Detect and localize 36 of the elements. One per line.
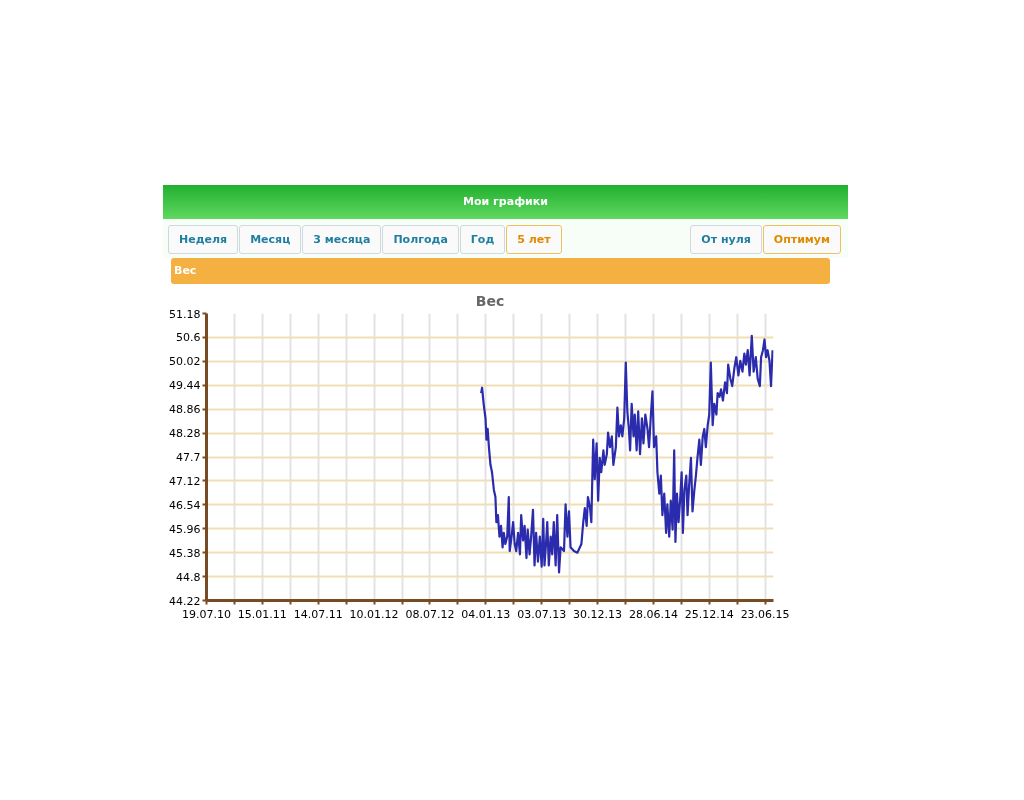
y-tick-label: 44.22 <box>169 594 201 608</box>
x-tick-label: 15.01.11 <box>237 607 287 621</box>
text: Полгода <box>382 224 459 255</box>
x-tick-label: 28.06.14 <box>628 607 678 621</box>
x-tick-label: 10.01.12 <box>349 607 399 621</box>
text: От нуля <box>690 224 762 255</box>
line-series <box>480 334 774 574</box>
y-tick-label: 46.54 <box>169 498 201 512</box>
x-tick-label: 08.07.12 <box>405 607 455 621</box>
y-tick-label: 47.12 <box>169 474 201 488</box>
y-tick-label: 50.6 <box>176 331 201 345</box>
text: Месяц <box>239 224 302 255</box>
y-tick-label: 50.02 <box>169 355 201 369</box>
x-tick-label: 03.07.13 <box>517 607 567 621</box>
y-tick-label: 48.28 <box>169 427 201 441</box>
y-tick-label: 49.44 <box>169 379 201 393</box>
text: Вес <box>171 258 830 285</box>
y-tick-label: 48.86 <box>169 403 201 417</box>
text: Год <box>459 224 506 255</box>
y-tick-label: 45.38 <box>169 546 201 560</box>
x-tick-label: 19.07.10 <box>182 607 231 621</box>
x-tick-label: 30.12.13 <box>573 607 623 621</box>
x-tick-label: 14.07.11 <box>293 607 343 621</box>
text: 3 месяца <box>302 224 382 255</box>
x-tick-label: 25.12.14 <box>684 607 734 621</box>
y-tick-label: 45.96 <box>169 522 201 536</box>
x-tick-label: 04.01.13 <box>461 607 511 621</box>
y-tick-label: 47.7 <box>176 451 201 464</box>
text: Мои графики <box>163 185 848 219</box>
y-tick-label: 44.8 <box>176 570 201 584</box>
text: Неделя <box>168 224 239 255</box>
text: 5 лет <box>506 224 562 255</box>
x-tick-label: 23.06.15 <box>740 607 790 621</box>
text: Оптимум <box>762 224 841 255</box>
chart-title: Вес <box>475 292 505 309</box>
y-tick-label: 51.18 <box>169 307 201 321</box>
